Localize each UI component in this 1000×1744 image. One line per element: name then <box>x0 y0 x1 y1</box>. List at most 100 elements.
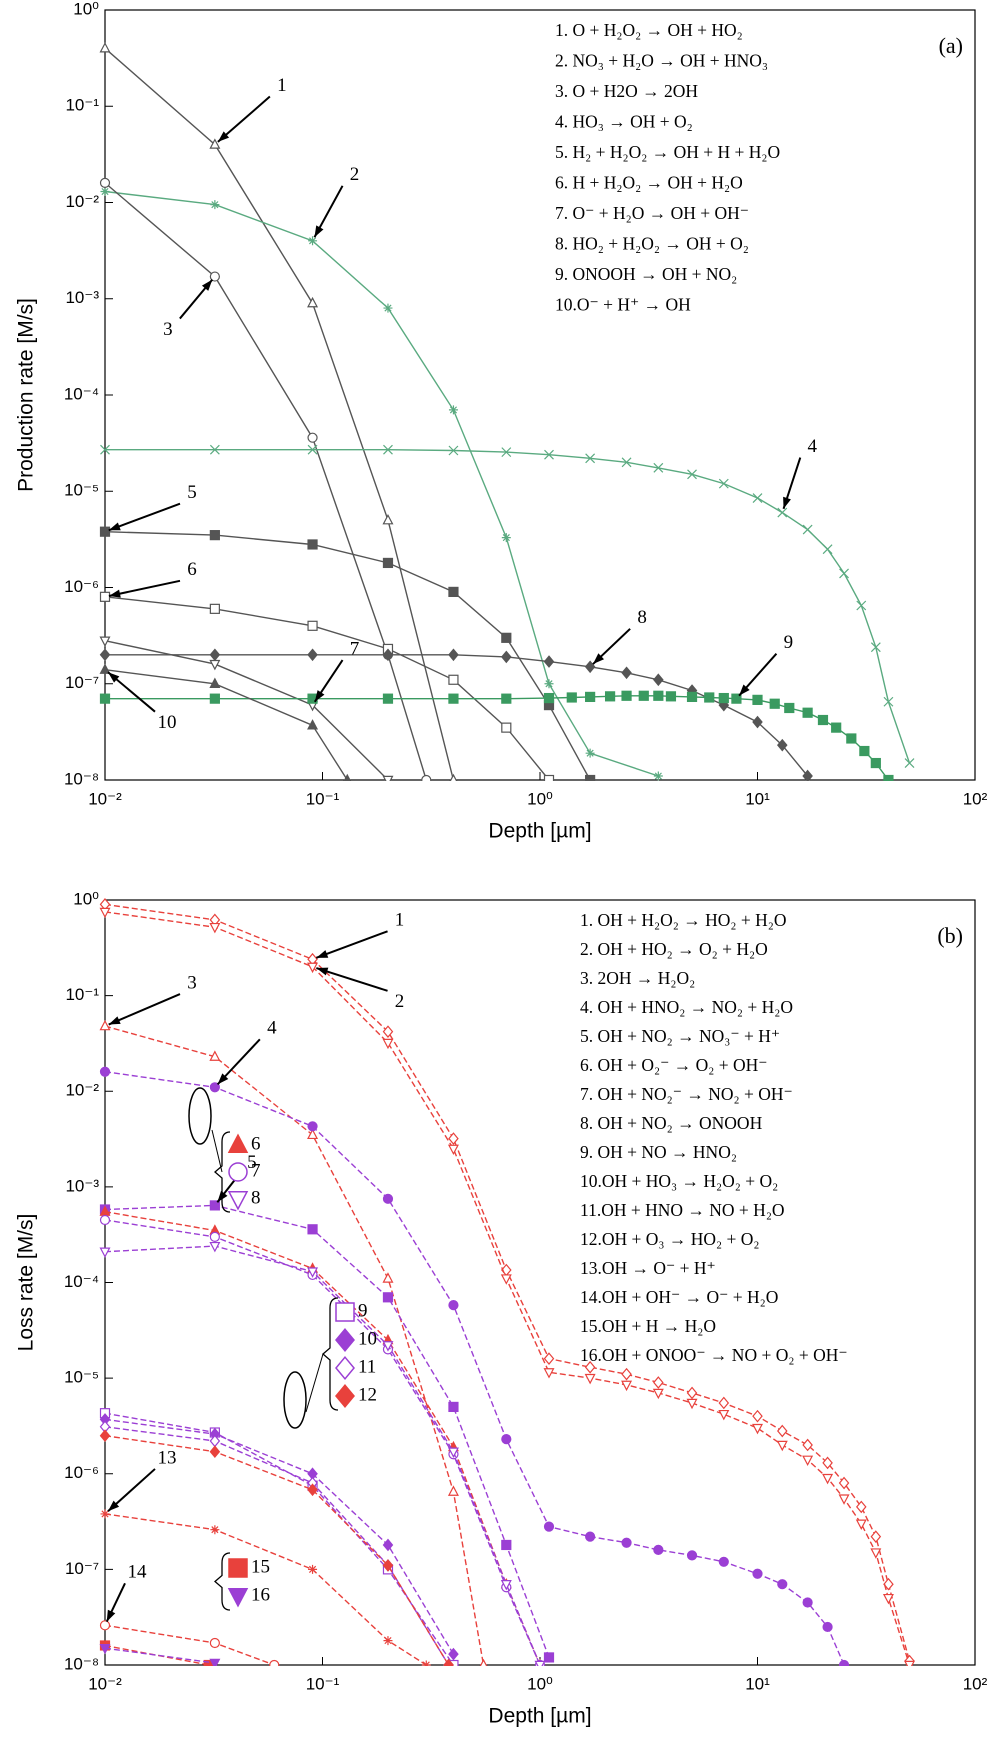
marker <box>653 771 663 781</box>
arrow-head <box>316 950 329 958</box>
marker <box>383 303 393 313</box>
marker <box>883 1577 894 1591</box>
y-axis-label: Production rate [M/s] <box>15 298 38 492</box>
y-tick-label: 10⁻⁴ <box>64 1272 99 1291</box>
x-axis-label: Depth [µm] <box>488 820 591 843</box>
legend-entry: 2. OH + HO₂ → O₂ + H₂O <box>580 939 768 959</box>
marker <box>307 648 318 662</box>
marker <box>100 444 110 455</box>
annotation-label: 1 <box>395 910 405 931</box>
annotation-label: 13 <box>158 1447 177 1468</box>
y-tick-label: 10⁰ <box>73 0 99 18</box>
marker <box>210 200 220 210</box>
marker <box>269 1659 280 1666</box>
arrow-head <box>783 496 791 509</box>
marker <box>99 42 111 53</box>
marker <box>777 507 788 518</box>
marker <box>704 692 715 703</box>
x-tick-label: 10¹ <box>745 1674 770 1693</box>
marker <box>686 691 698 703</box>
marker <box>209 1241 221 1253</box>
marker <box>209 138 221 149</box>
legend-entry: 5. H₂ + H₂O₂ → OH + H + H₂O <box>555 142 780 162</box>
marker <box>665 691 677 702</box>
marker <box>584 1360 596 1374</box>
marker <box>544 449 554 460</box>
marker <box>227 1191 249 1211</box>
marker <box>653 1376 664 1389</box>
legend-entry: 12.OH + O₃ → HO₂ + O₂ <box>580 1229 760 1249</box>
series-layer <box>99 42 915 781</box>
marker <box>855 1519 867 1530</box>
legend-entry: 11.OH + HNO → NO + H₂O <box>580 1200 785 1220</box>
marker <box>585 453 596 464</box>
legend-entry: 8. HO₂ + H₂O₂ → OH + O₂ <box>555 234 749 254</box>
marker-legend-label: 10 <box>358 1328 377 1349</box>
marker <box>802 524 813 535</box>
series-line <box>104 531 591 781</box>
bracket <box>214 1131 231 1213</box>
marker <box>855 1500 867 1514</box>
marker <box>209 677 221 688</box>
marker <box>307 620 318 631</box>
marker <box>448 405 458 415</box>
marker <box>718 1409 730 1421</box>
y-tick-label: 10⁻⁶ <box>64 577 99 596</box>
marker <box>752 493 763 503</box>
legend-entry: 10.O⁻ + H⁺ → OH <box>555 295 691 315</box>
legend-entry: 15.OH + H → H₂O <box>580 1316 716 1336</box>
marker <box>382 1025 394 1038</box>
marker <box>209 1658 221 1666</box>
marker <box>653 673 664 687</box>
annotation-label: 8 <box>637 607 647 628</box>
series-line <box>104 1647 215 1664</box>
marker <box>307 432 318 443</box>
marker <box>99 636 111 647</box>
y-tick-label: 10⁻⁷ <box>65 1559 99 1578</box>
marker <box>501 650 512 664</box>
marker <box>228 1558 248 1578</box>
arrow-head <box>316 967 329 976</box>
marker <box>209 603 220 614</box>
marker <box>448 648 459 662</box>
marker <box>653 1544 664 1555</box>
marker <box>822 1456 833 1470</box>
legend-entry: 1. O + H₂O₂ → OH + HO₂ <box>555 20 743 40</box>
marker <box>209 1637 220 1649</box>
y-tick-label: 10⁻⁸ <box>64 769 99 788</box>
marker <box>585 1531 596 1542</box>
marker <box>382 1193 394 1204</box>
marker <box>383 1636 393 1646</box>
marker <box>210 1525 220 1535</box>
marker <box>718 1396 730 1410</box>
marker <box>382 1341 394 1352</box>
marker <box>335 1328 355 1352</box>
marker <box>718 692 729 704</box>
y-tick-label: 10⁻¹ <box>65 985 99 1004</box>
marker <box>99 1019 111 1031</box>
y-tick-label: 10⁻⁷ <box>65 673 99 692</box>
marker <box>99 648 111 662</box>
marker-legend-label: 16 <box>251 1584 270 1605</box>
marker-legend-label: 7 <box>251 1160 261 1181</box>
marker <box>543 774 555 781</box>
series-line <box>104 47 455 781</box>
marker <box>543 655 555 668</box>
bracket <box>214 1552 231 1611</box>
marker <box>882 1593 894 1605</box>
marker <box>382 1559 394 1572</box>
x-tick-label: 10⁻¹ <box>306 1674 340 1693</box>
marker <box>382 1538 394 1552</box>
marker <box>831 722 842 733</box>
series-layer <box>99 898 916 1666</box>
marker <box>501 632 512 643</box>
x-tick-label: 10¹ <box>745 789 770 808</box>
series-line <box>104 1644 209 1666</box>
legend-entry: 4. HO₃ → OH + O₂ <box>555 112 693 132</box>
legend-entry: 7. OH + NO₂⁻ → NO₂ + OH⁻ <box>580 1084 793 1104</box>
marker <box>383 444 393 455</box>
marker <box>209 1050 221 1061</box>
legend-entry: 6. OH + O₂⁻ → O₂ + OH⁻ <box>580 1055 768 1075</box>
series-line <box>104 640 389 781</box>
marker <box>584 1373 596 1385</box>
